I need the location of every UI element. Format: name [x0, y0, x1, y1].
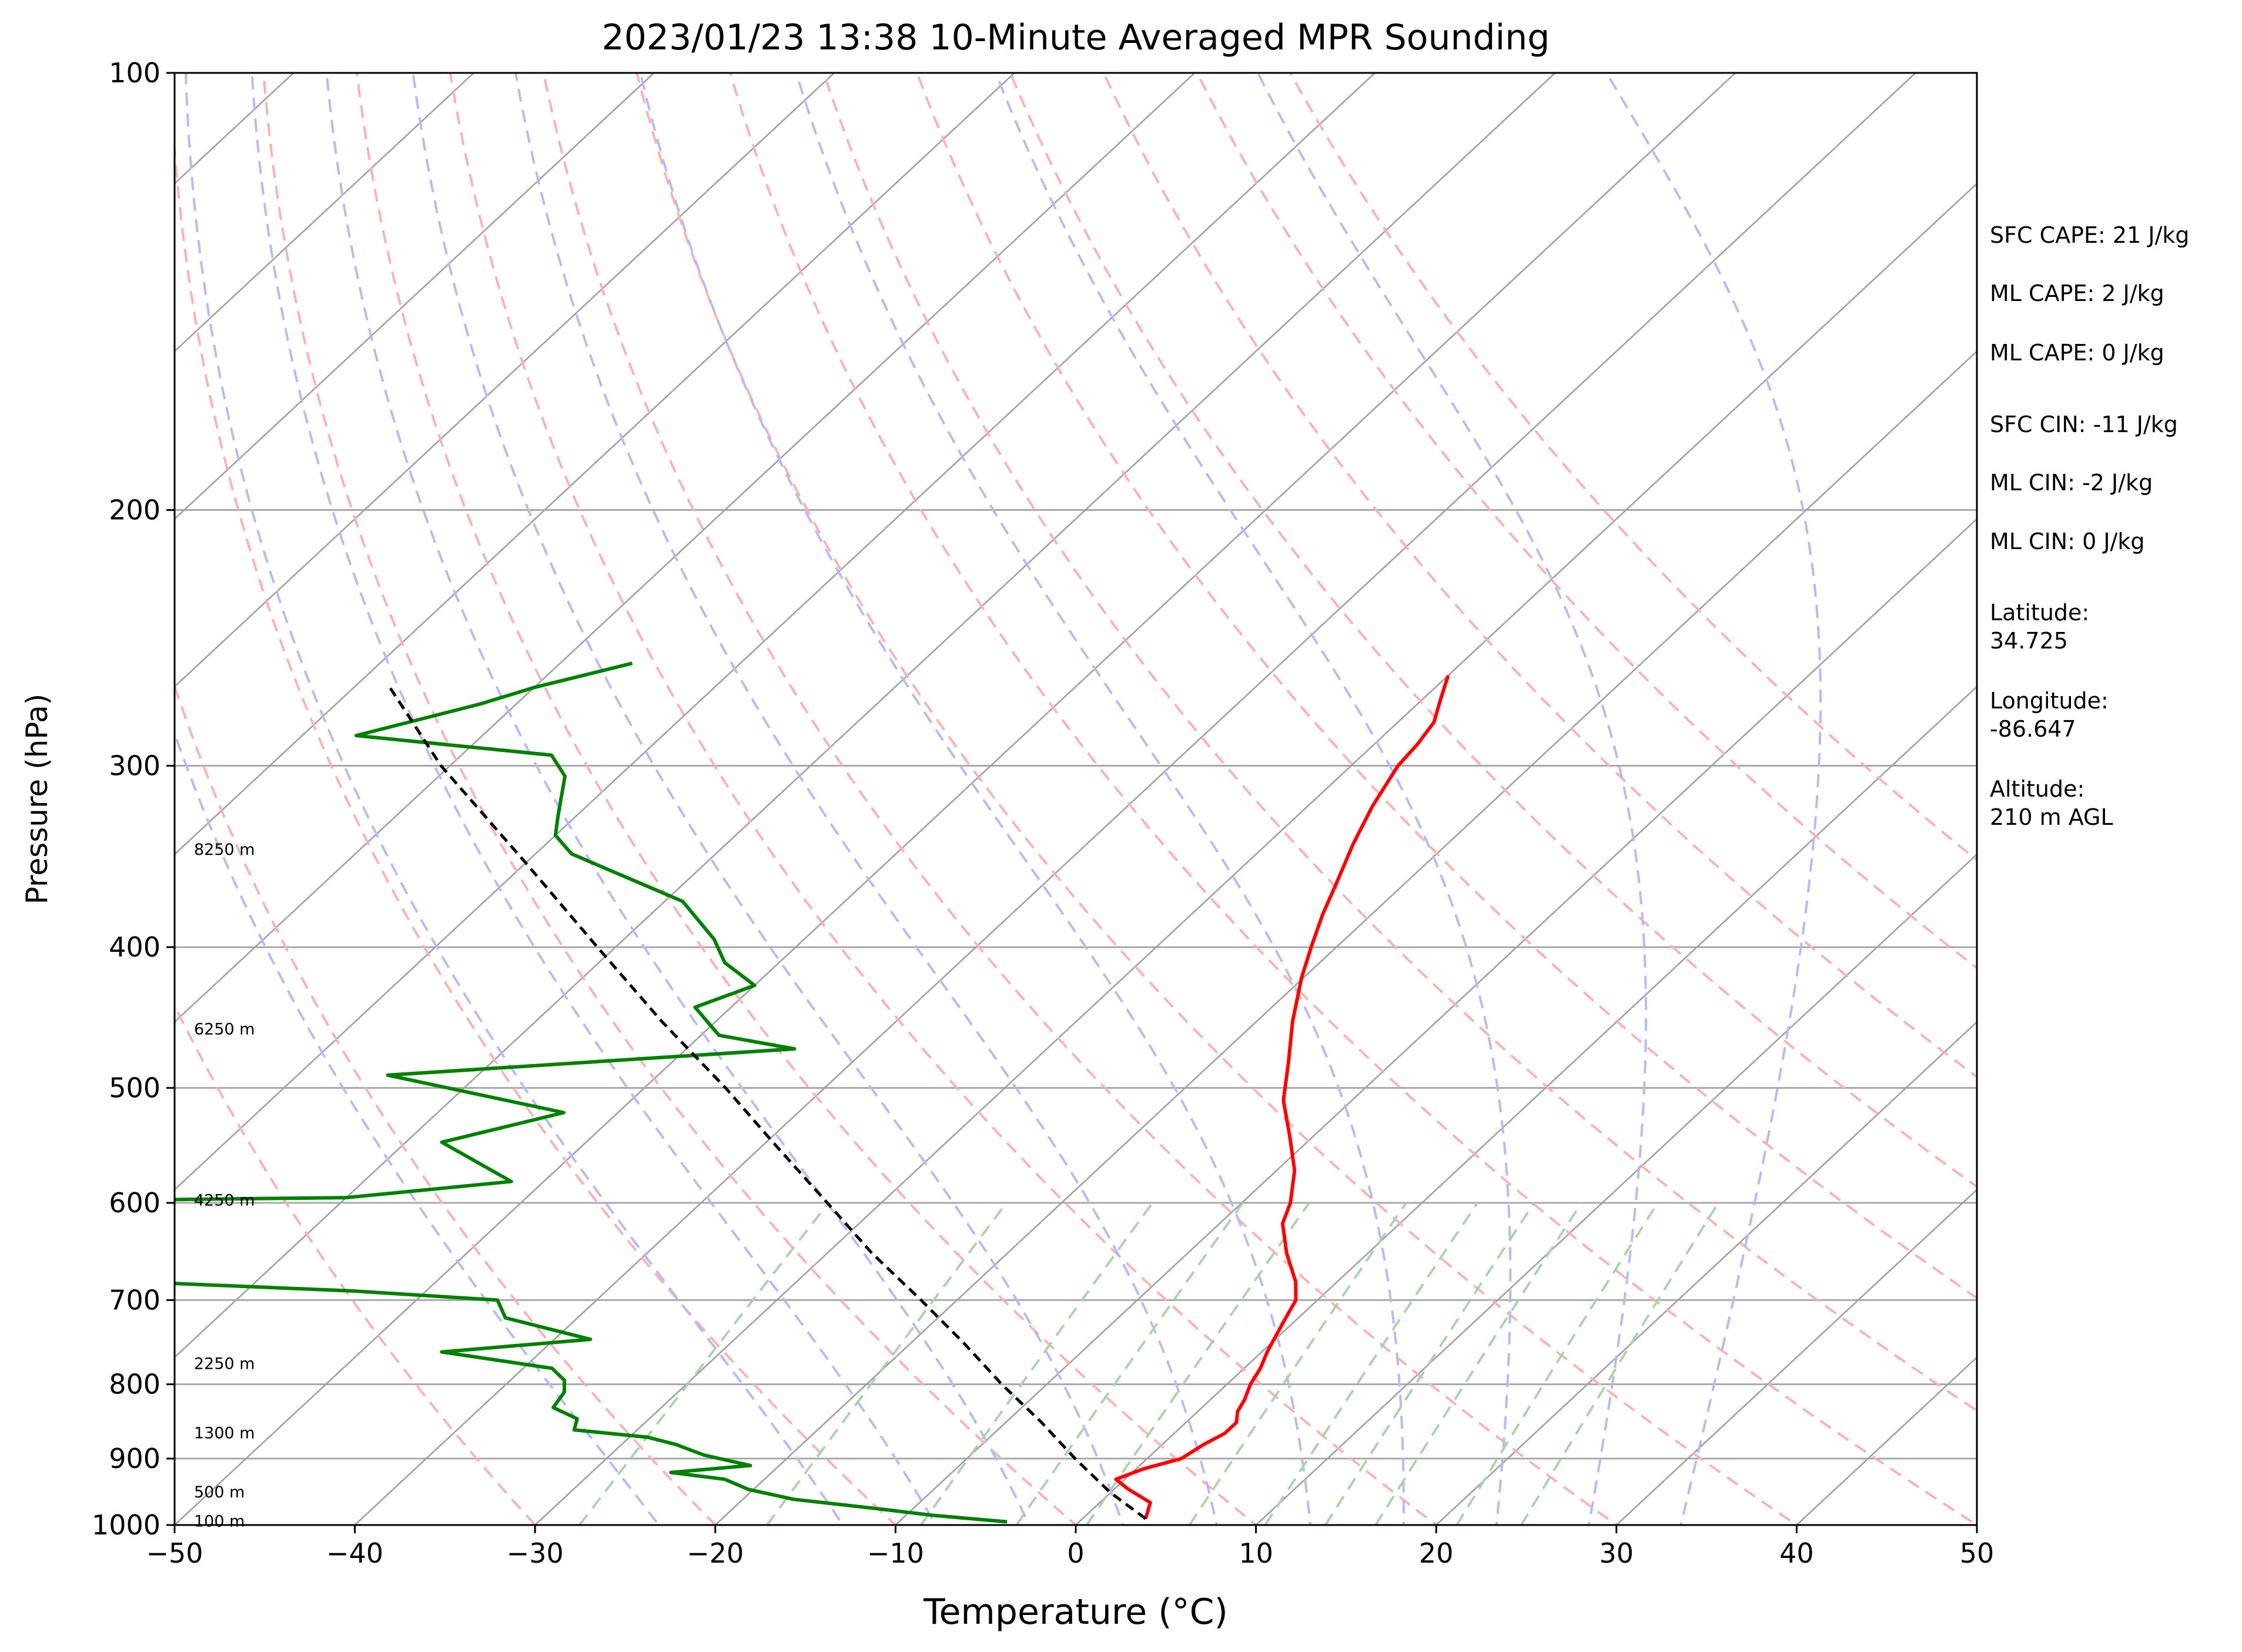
x-tick-label: −50: [146, 1537, 203, 1569]
x-tick-label: −40: [326, 1537, 383, 1569]
height-label: 500 m: [194, 1483, 245, 1501]
ml-cape-text: ML CAPE: 2 J/kg: [1990, 280, 2164, 306]
y-axis-label: Pressure (hPa): [20, 694, 54, 905]
mixing-ratio-line: [1188, 1202, 1407, 1525]
y-tick-label: 800: [109, 1369, 160, 1400]
isotherm-line: [1255, 853, 1977, 1525]
temperature-line: [1114, 675, 1450, 1520]
y-tick-label: 400: [109, 931, 160, 963]
moist-adiabat-line: [1605, 73, 1822, 1525]
data-lines: [175, 661, 1450, 1524]
y-tick-label: 1000: [92, 1509, 160, 1541]
x-tick-label: 0: [1067, 1537, 1084, 1569]
x-tick-label: −10: [867, 1537, 924, 1569]
y-tick-label: 500: [109, 1072, 160, 1103]
moist-adiabat-line: [639, 73, 1312, 1525]
chart-title: 2023/01/23 13:38 10-Minute Averaged MPR …: [602, 17, 1550, 58]
moist-adiabat-line: [325, 73, 1030, 1525]
dry-adiabat-line: [915, 73, 1977, 1300]
moist-adiabat-line: [1256, 73, 1647, 1525]
x-tick-label: 30: [1599, 1537, 1634, 1569]
isotherm-line: [1075, 685, 1977, 1525]
latitude-text: Latitude: 34.725: [1990, 600, 2090, 654]
dry-adiabat-line: [729, 73, 1977, 1525]
dry-adiabat-line: [175, 133, 898, 1525]
dry-adiabat-line: [356, 73, 1258, 1525]
dry-adiabat-line: [542, 73, 1619, 1525]
sfc-cape-text: SFC CAPE: 21 J/kg: [1990, 222, 2190, 248]
mixing-ratio-line: [1374, 1202, 1582, 1525]
altitude-text: Altitude: 210 m AGL: [1990, 776, 2113, 830]
height-label: 1300 m: [194, 1424, 255, 1442]
dewpoint-line: [175, 661, 1008, 1524]
mixing-ratio-line: [1086, 1202, 1310, 1525]
isotherm-line: [175, 73, 474, 353]
y-tick-label: 100: [109, 57, 160, 89]
isotherm-line: [895, 517, 1977, 1525]
isotherm-line: [175, 73, 1556, 1359]
height-label: 100 m: [194, 1513, 245, 1531]
mixing-ratio-line: [920, 1202, 1154, 1525]
sfc-cin-text: SFC CIN: -11 J/kg: [1990, 412, 2178, 437]
moist-adiabat-line: [795, 73, 1405, 1525]
dry-adiabat-line: [1289, 73, 1977, 862]
x-tick-label: 20: [1419, 1537, 1454, 1569]
moist-adiabat-line: [514, 73, 1218, 1525]
isotherm-line: [175, 73, 1196, 1024]
dry-adiabat-line: [1009, 73, 1977, 1189]
y-tick-label: 200: [109, 494, 160, 526]
mixing-ratio-line: [1324, 1202, 1535, 1525]
ml-cin-text-2: ML CIN: 0 J/kg: [1990, 529, 2145, 554]
mixing-ratio-line: [1264, 1202, 1478, 1525]
moist-adiabat-line: [175, 730, 661, 1525]
x-tick-label: −20: [687, 1537, 744, 1569]
y-tick-label: 300: [109, 750, 160, 781]
isotherm-line: [1435, 1021, 1977, 1525]
ml-cape-text-2: ML CAPE: 0 J/kg: [1990, 340, 2164, 366]
x-tick-label: 50: [1960, 1537, 1995, 1569]
y-tick-label: 900: [109, 1443, 160, 1474]
isotherm-line: [1615, 1188, 1977, 1525]
y-tick-label: 700: [109, 1284, 160, 1316]
dry-adiabat-line: [175, 1003, 537, 1525]
isotherm-line: [175, 73, 655, 520]
isotherm-line: [175, 73, 1015, 855]
moist-adiabat-line: [411, 73, 1125, 1525]
height-label: 4250 m: [194, 1192, 255, 1210]
height-label: 6250 m: [194, 1021, 255, 1039]
y-axis: 100 200 300 400 500 600 700 800 900 1000: [92, 57, 175, 1541]
isotherm-line: [175, 73, 1376, 1191]
dry-adiabat-line: [262, 73, 1078, 1525]
moist-adiabat-line: [250, 73, 938, 1525]
x-tick-label: 40: [1779, 1537, 1814, 1569]
moist-adiabat-line: [185, 73, 845, 1525]
height-label: 2250 m: [194, 1355, 255, 1373]
y-tick-label: 600: [109, 1187, 160, 1219]
isotherm-line: [534, 182, 1977, 1525]
moist-adiabat-line: [994, 73, 1512, 1525]
dry-adiabat-line: [635, 73, 1799, 1525]
height-label: 8250 m: [194, 841, 255, 859]
isotherm-line: [175, 73, 1736, 1525]
ml-cin-text: ML CIN: -2 J/kg: [1990, 470, 2153, 496]
parcel-line: [389, 687, 1147, 1520]
x-axis: −50 −40 −30 −20 −10 0 10 20 30 40 50: [146, 1525, 1994, 1569]
x-tick-label: 10: [1239, 1537, 1273, 1569]
longitude-text: Longitude: -86.647: [1990, 688, 2109, 742]
isotherm-line: [354, 73, 1916, 1525]
isotherm-line: [175, 73, 835, 688]
dry-adiabat-line: [175, 683, 717, 1525]
mixing-ratio-line: [578, 1202, 829, 1525]
height-labels: 100 m 500 m 1300 m 2250 m 4250 m 6250 m 8250 m: [194, 841, 255, 1530]
mixing-ratio-line: [1015, 1202, 1244, 1525]
dry-adiabat-line: [449, 73, 1438, 1525]
isotherm-line: [714, 350, 1977, 1525]
x-tick-label: −30: [507, 1537, 564, 1569]
mixing-ratio-line: [766, 1202, 1008, 1525]
x-axis-label: Temperature (°C): [923, 1591, 1228, 1633]
